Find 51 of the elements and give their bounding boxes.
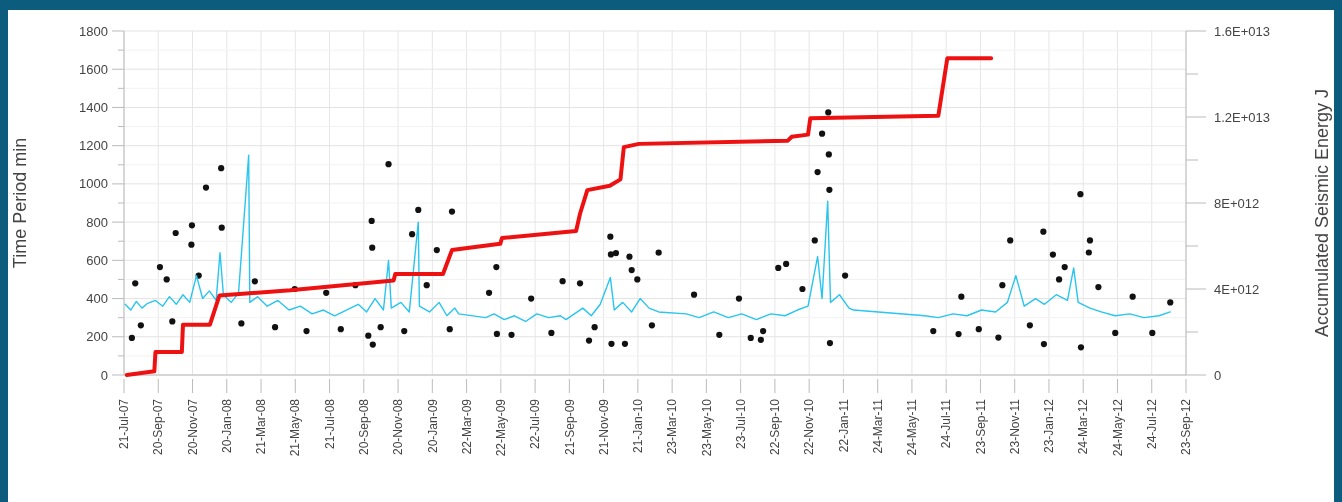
x-tick-label: 23-Jul-10	[733, 398, 748, 450]
y2-tick-label: 1.6E+013	[1214, 23, 1271, 39]
x-tick-label: 21-Jan-10	[631, 398, 646, 454]
x-tick-label: 24-Mar-12	[1076, 398, 1091, 455]
x-tick-label: 24-May-11	[905, 398, 920, 456]
x-tick-label: 22-Nov-10	[802, 398, 817, 456]
y2-axis-title: Accumulated Seismic Energy J	[1312, 88, 1332, 338]
y-axis-title: Time Period min	[10, 137, 30, 269]
y-tick-label: 200	[86, 329, 108, 345]
x-tick-label: 20-Sep-08	[357, 398, 372, 456]
x-tick-label: 21-Sep-09	[562, 398, 577, 456]
x-tick-label: 21-Jul-08	[322, 398, 337, 450]
x-tick-label: 23-Mar-10	[665, 398, 680, 455]
x-tick-label: 24-Jul-12	[1144, 398, 1159, 450]
x-tick-label: 23-Sep-11	[973, 398, 988, 455]
x-tick-label: 22-Sep-10	[768, 398, 783, 456]
y2-tick-label: 1.2E+013	[1214, 109, 1271, 125]
y-tick-label: 1200	[79, 138, 108, 154]
x-tick-label: 24-May-12	[1110, 398, 1125, 457]
y-tick-label: 1000	[79, 176, 108, 192]
y-tick-label: 800	[86, 214, 108, 230]
y-tick-label: 1400	[79, 99, 108, 115]
y-tick-label: 0	[100, 367, 108, 383]
x-tick-label: 23-Nov-11	[1007, 398, 1022, 455]
x-tick-label: 22-Jul-09	[528, 398, 543, 450]
x-tick-label: 20-Jan-09	[425, 398, 440, 454]
x-tick-label: 20-Nov-08	[391, 398, 406, 456]
y2-tick-label: 0	[1214, 367, 1222, 383]
y-tick-label: 1600	[79, 61, 108, 77]
x-tick-label: 20-Jan-08	[219, 398, 234, 454]
x-tick-label: 23-Sep-12	[1179, 398, 1194, 456]
x-tick-label: 23-May-10	[699, 398, 714, 457]
x-tick-label: 21-Mar-08	[254, 398, 269, 455]
y2-tick-label: 4E+012	[1214, 281, 1260, 297]
x-tick-label: 20-Sep-07	[151, 398, 166, 456]
y2-tick-label: 8E+012	[1214, 195, 1260, 211]
x-tick-label: 21-May-08	[288, 398, 303, 457]
x-tick-label: 24-Mar-11	[870, 398, 885, 454]
x-tick-label: 22-Mar-09	[459, 398, 474, 455]
x-tick-label: 23-Jan-12	[1042, 398, 1057, 454]
x-tick-label: 24-Jul-11	[939, 398, 954, 449]
x-tick-label: 20-Nov-07	[185, 398, 200, 456]
y-tick-label: 400	[86, 291, 108, 307]
x-tick-label: 21-Jul-07	[117, 398, 132, 450]
x-tick-label: 21-Nov-09	[596, 398, 611, 456]
x-tick-label: 22-May-09	[494, 398, 509, 457]
x-tick-label: 22-Jan-11	[836, 398, 851, 453]
line-series	[124, 56, 994, 377]
y-tick-label: 1800	[79, 23, 108, 39]
y-tick-label: 600	[86, 252, 108, 268]
line-series	[124, 154, 1171, 323]
